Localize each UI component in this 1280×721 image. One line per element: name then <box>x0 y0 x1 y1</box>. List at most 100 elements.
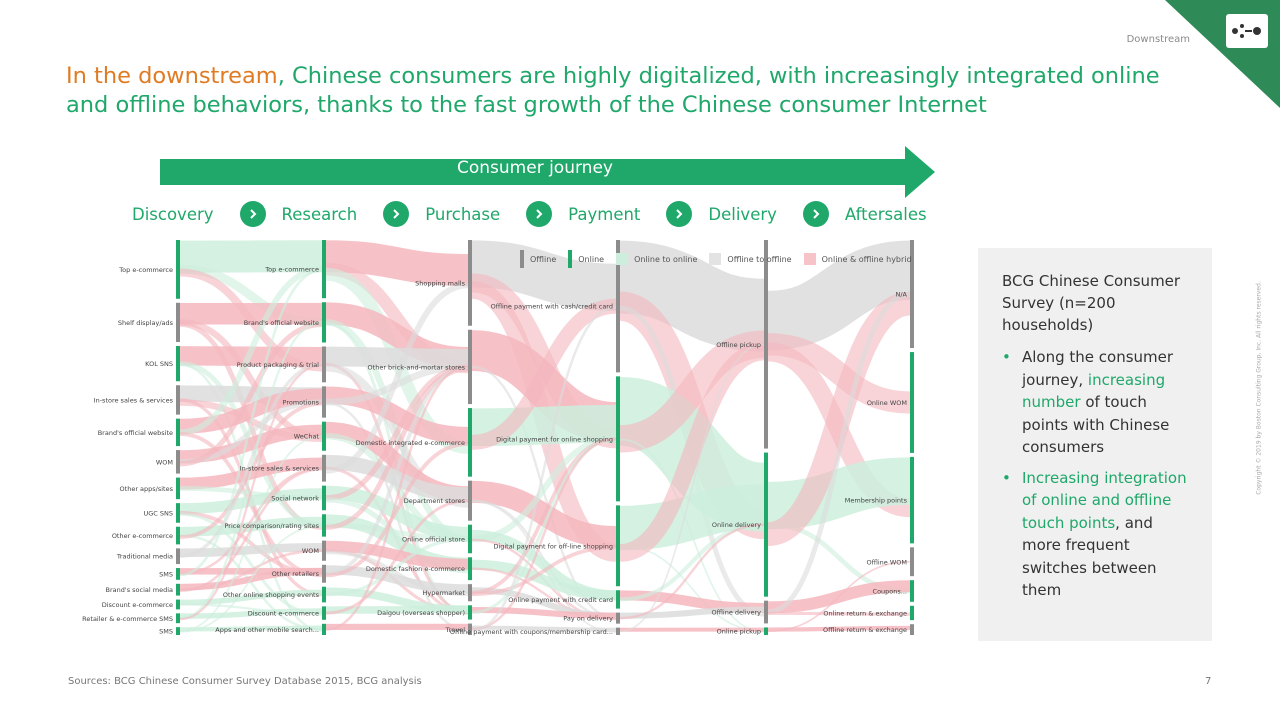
node-label: Retailer & e-commerce SMS <box>82 615 173 623</box>
chevron-right-icon <box>383 201 410 227</box>
flow-link <box>471 437 617 631</box>
node-label: UGC SNS <box>143 509 173 517</box>
page-title: In the downstream, Chinese consumers are… <box>66 62 1186 120</box>
flow-link <box>471 625 617 632</box>
node-label: Membership points <box>845 497 908 505</box>
flow-link <box>766 240 912 351</box>
flow-link <box>325 386 469 445</box>
stage-row: Discovery Research Purchase Payment Deli… <box>132 200 927 228</box>
node-label: Online delivery <box>712 521 761 529</box>
flow-link <box>179 362 323 558</box>
node-bar <box>322 240 326 299</box>
node-bar <box>322 586 326 603</box>
node-label: WeChat <box>294 433 320 441</box>
node-bar <box>322 606 326 620</box>
flow-link <box>179 266 323 436</box>
node-bar <box>468 584 472 602</box>
node-label: In-store sales & services <box>94 396 174 404</box>
page-number: 7 <box>1205 676 1212 687</box>
node-label: Product packaging & trial <box>237 361 319 369</box>
bullet-dot: • <box>1002 468 1011 487</box>
node-label: Hypermarket <box>423 589 466 597</box>
node-label: Travel <box>445 626 466 634</box>
legend-label: Online <box>578 254 605 264</box>
node-bar <box>322 485 326 511</box>
node-label: Top e-commerce <box>118 266 173 274</box>
node-label: WOM <box>302 547 319 555</box>
flow-link <box>471 545 617 597</box>
node-label: N/A <box>896 291 908 299</box>
node-bar <box>616 590 620 609</box>
node-label: Apps and other mobile search... <box>215 626 319 634</box>
stage-delivery: Delivery <box>708 204 777 224</box>
node-label: Online WOM <box>867 399 907 407</box>
flow-link <box>179 467 323 593</box>
node-label: Discount e-commerce <box>248 610 319 618</box>
legend-label: Online & offline hybrid <box>821 254 912 264</box>
node-bar <box>910 547 914 577</box>
node-bar <box>910 580 914 602</box>
node-label: Brand's social media <box>106 586 173 594</box>
flow-link <box>325 523 469 542</box>
node-bar <box>910 240 914 349</box>
node-label: In-store sales & services <box>240 465 320 473</box>
node-label: WOM <box>156 458 173 466</box>
chevron-right-icon <box>802 201 829 227</box>
node-label: Digital payment for online shopping <box>496 435 613 443</box>
node-bar <box>468 408 472 477</box>
node-label: Digital payment for off-line shopping <box>493 542 613 550</box>
copyright-note: Copyright © 2019 by Boston Consulting Gr… <box>1255 281 1263 495</box>
flow-link <box>767 457 911 530</box>
flow-link <box>179 488 323 515</box>
node-bar <box>764 240 768 449</box>
node-label: SMS <box>159 628 173 636</box>
survey-title: BCG Chinese Consumer Survey (n=200 house… <box>1002 272 1181 334</box>
node-label: Pay on delivery <box>563 615 613 623</box>
node-label: Offline payment with cash/credit card <box>491 303 613 311</box>
node-label: Discount e-commerce <box>102 601 173 609</box>
flow-link <box>471 559 617 601</box>
stage-research: Research <box>281 204 358 224</box>
survey-box: BCG Chinese Consumer Survey (n=200 house… <box>978 248 1212 641</box>
node-label: Domestic integrated e-commerce <box>356 439 465 447</box>
journey-label: Consumer journey <box>457 158 613 178</box>
node-bar <box>468 480 472 521</box>
flow-layer <box>179 240 912 633</box>
node-label: Domestic fashion e-commerce <box>366 565 465 573</box>
flow-link <box>179 534 323 631</box>
legend-label: Offline to offline <box>727 254 792 264</box>
node-bar <box>468 329 472 405</box>
flow-link <box>471 435 617 543</box>
flow-link <box>325 537 469 597</box>
stage-payment: Payment <box>568 204 641 224</box>
title-highlight: In the downstream <box>66 63 278 89</box>
node-bar <box>910 456 914 544</box>
node-label: Other brick-and-mortar stores <box>368 363 466 371</box>
node-bar <box>468 240 472 326</box>
node-bar <box>176 418 180 447</box>
node-bar <box>616 376 620 502</box>
chevron-right-icon <box>666 201 693 227</box>
logo-mark-icon <box>1232 24 1261 38</box>
flow-link <box>325 240 469 287</box>
node-bar <box>176 526 180 545</box>
node-label: Shelf display/ads <box>118 319 174 327</box>
flow-link <box>619 523 765 620</box>
node-label: Top e-commerce <box>264 266 319 274</box>
node-bar <box>176 613 180 624</box>
legend-item: Offline <box>520 250 556 268</box>
node-bar <box>322 421 326 451</box>
stage-purchase: Purchase <box>425 204 501 224</box>
node-bar <box>176 599 180 610</box>
node-label: Promotions <box>283 398 320 406</box>
node-label: Offline WOM <box>866 558 907 566</box>
legend: Offline Online Online to online Offline to … <box>520 250 924 268</box>
node-label: Brand's official website <box>244 319 319 327</box>
node-bar <box>322 623 326 635</box>
flow-link <box>325 499 469 615</box>
journey-arrow <box>160 146 935 198</box>
flow-link <box>179 525 323 633</box>
node-bar <box>176 385 180 415</box>
node-label: KOL SNS <box>145 360 173 368</box>
node-label: Offline payment with coupons/membership … <box>450 628 613 636</box>
